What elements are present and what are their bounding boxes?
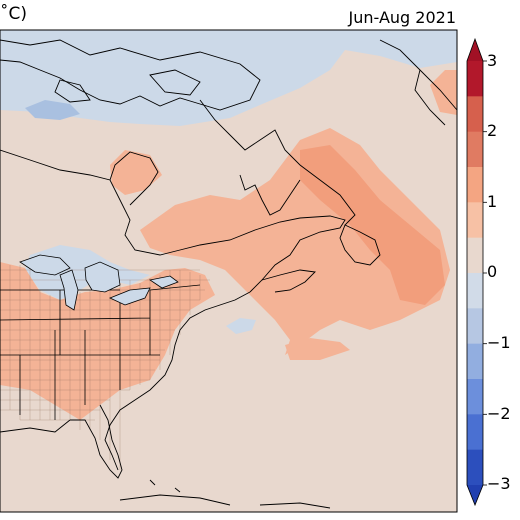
colorbar-bin	[467, 96, 483, 133]
state-boundaries	[0, 284, 201, 420]
colorbar-extend-min-arrow	[467, 485, 483, 505]
colorbar-extend-max-arrow	[467, 39, 483, 61]
colorbar-bin	[467, 131, 483, 168]
colorbar-tick-label-neg3: −3	[487, 474, 511, 493]
colorbar-bin	[467, 379, 483, 415]
colorbar-tick-label-1: 1	[487, 192, 498, 211]
warm-anomaly-region-south-atlantic	[285, 338, 350, 360]
colorbar-tick-label-0: 0	[487, 262, 498, 281]
map-panel	[0, 29, 458, 513]
warm-anomaly-region-east	[140, 128, 450, 355]
colorbar-tick-label-neg2: −2	[487, 404, 511, 423]
cooler-anomaly-region	[25, 100, 80, 120]
bay-cool-patch	[226, 318, 256, 334]
colorbar-bin	[467, 308, 483, 345]
colorbar-bin	[467, 202, 483, 239]
colorbar-bin	[467, 167, 483, 203]
colorbar-bin	[467, 61, 483, 97]
warm-anomaly-region-us	[0, 262, 215, 420]
colorbar-bin	[467, 449, 483, 486]
great-lakes	[19, 254, 179, 311]
warmer-anomaly-region-atlantic	[300, 145, 445, 305]
colorbar	[466, 37, 487, 507]
warm-anomaly-region-far-north	[430, 70, 457, 115]
warm-anomaly-region-hudson	[110, 150, 162, 195]
cool-anomaly-region	[0, 30, 457, 126]
colorbar-tick-label-neg1: −1	[487, 333, 511, 352]
colorbar-bin	[467, 414, 483, 451]
colorbar-tick-label-2: 2	[487, 121, 498, 140]
coastlines	[0, 39, 458, 509]
colorbar-tick-label-3: 3	[487, 51, 498, 70]
map-title-period: Jun-Aug 2021	[348, 8, 456, 27]
map-frame	[0, 29, 458, 513]
map-title-left: ˚C)	[0, 4, 28, 24]
colorbar-bin	[467, 273, 483, 309]
colorbar-bin	[467, 343, 483, 380]
colorbar-bin	[467, 237, 483, 274]
